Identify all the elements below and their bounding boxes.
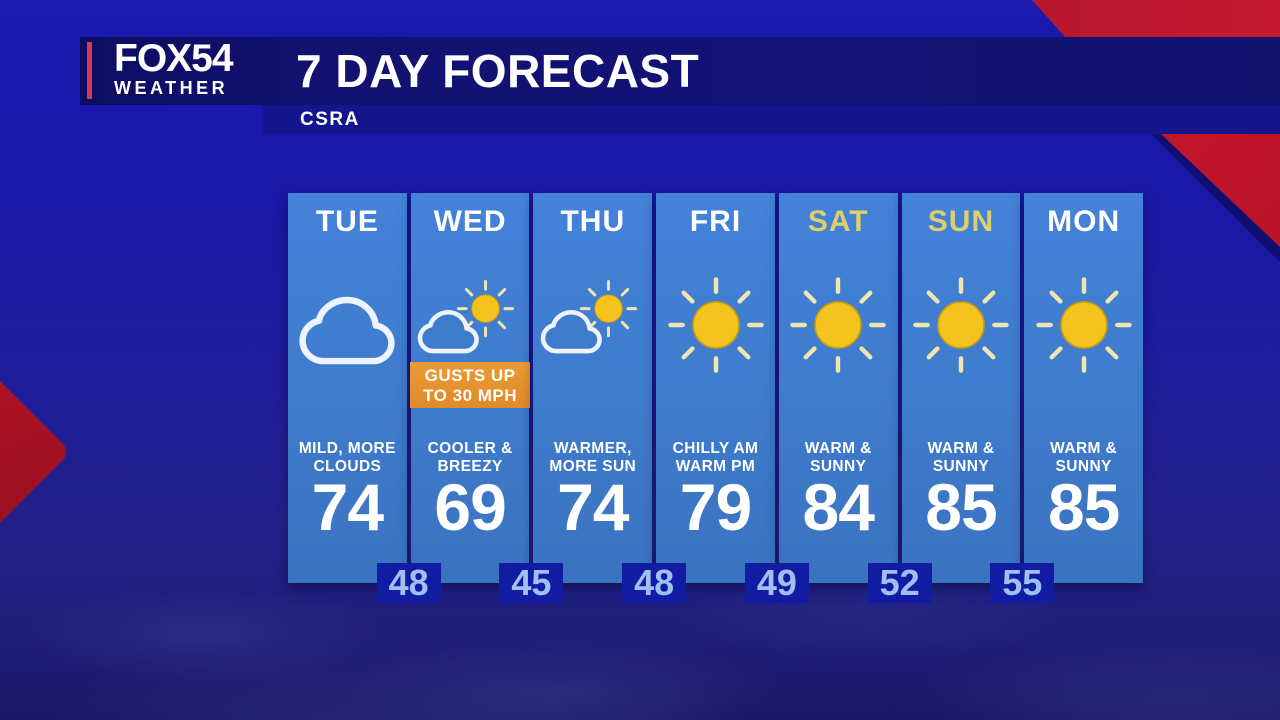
sunny-icon: [656, 245, 775, 405]
station-logo-weather: WEATHER: [114, 78, 229, 98]
sunny-icon: [1024, 245, 1143, 405]
condition-description: CHILLY AM WARM PM: [656, 440, 775, 475]
high-temp: 79: [679, 470, 752, 544]
page-title: 7 DAY FORECAST: [296, 45, 700, 97]
condition-line2: MORE SUN: [549, 457, 637, 475]
condition-description: WARM & SUNNY: [1024, 440, 1143, 475]
day-label: SAT: [807, 205, 869, 238]
condition-line2: SUNNY: [810, 457, 867, 475]
gust-warning-banner: GUSTS UP TO 30 MPH: [409, 362, 531, 408]
condition-description: COOLER & BREEZY: [411, 440, 530, 475]
condition-line1: COOLER &: [427, 440, 513, 457]
condition-line2: WARM PM: [675, 457, 756, 475]
region-strip: CSRA: [263, 105, 1280, 134]
header-banner: [80, 37, 1280, 105]
condition-description: WARM & SUNNY: [779, 440, 898, 475]
forecast-day-column: SUN WARM & SUNNY 85: [901, 193, 1021, 583]
day-label: THU: [560, 205, 626, 238]
forecast-day-column: SAT WARM & SUNNY 84: [778, 193, 898, 583]
day-label: SUN: [927, 205, 995, 238]
condition-line1: CHILLY AM: [672, 440, 759, 457]
condition-line2: SUNNY: [932, 457, 990, 475]
condition-description: MILD, MORE CLOUDS: [288, 440, 407, 475]
condition-line2: BREEZY: [437, 457, 503, 475]
forecast-day-column: THU WARMER, MORE SUN 74: [533, 193, 653, 583]
partly-cloudy-icon: [533, 245, 652, 405]
high-temp: 85: [1047, 470, 1120, 544]
station-logo-name: FOX54: [114, 37, 234, 80]
condition-line1: WARM &: [1050, 440, 1118, 457]
gust-warning-line2: TO 30 MPH: [423, 386, 518, 405]
day-label: MON: [1047, 205, 1121, 238]
forecast-day-column: MON WARM & SUNNY 85: [1024, 193, 1144, 583]
high-temp: 85: [925, 470, 997, 544]
condition-description: WARM & SUNNY: [902, 440, 1021, 475]
high-temp: 69: [434, 470, 506, 544]
condition-line1: WARM &: [804, 440, 872, 457]
forecast-columns: TUE MILD, MORE CLOUDS 74 WED GUSTS UP TO 30 M…: [288, 193, 1144, 583]
sunny-icon: [902, 245, 1021, 405]
condition-line2: CLOUDS: [313, 457, 382, 475]
condition-line2: SUNNY: [1055, 457, 1112, 475]
high-temp: 74: [311, 470, 384, 544]
forecast-day-column: FRI CHILLY AM WARM PM 79: [656, 193, 775, 583]
condition-description: WARMER, MORE SUN: [533, 440, 652, 475]
day-label: FRI: [689, 205, 742, 238]
high-temp: 74: [557, 470, 629, 544]
day-label: TUE: [315, 205, 379, 238]
gust-warning-line1: GUSTS UP: [424, 366, 516, 385]
condition-line1: MILD, MORE: [298, 440, 396, 457]
cloudy-icon: [288, 245, 407, 405]
region-label: CSRA: [300, 109, 360, 130]
forecast-day-column: WED GUSTS UP TO 30 MPH COOLER & BREEZY 69: [409, 193, 531, 583]
high-temp: 84: [802, 470, 875, 544]
condition-line1: WARMER,: [553, 440, 632, 457]
logo-red-bar: [87, 42, 92, 99]
condition-line1: WARM &: [927, 440, 995, 457]
forecast-day-column: TUE MILD, MORE CLOUDS 74: [288, 193, 407, 583]
partly-cloudy-icon: [411, 245, 530, 405]
day-label: WED: [433, 205, 507, 238]
station-logo: FOX54 WEATHER: [114, 37, 294, 98]
sunny-icon: [779, 245, 898, 405]
